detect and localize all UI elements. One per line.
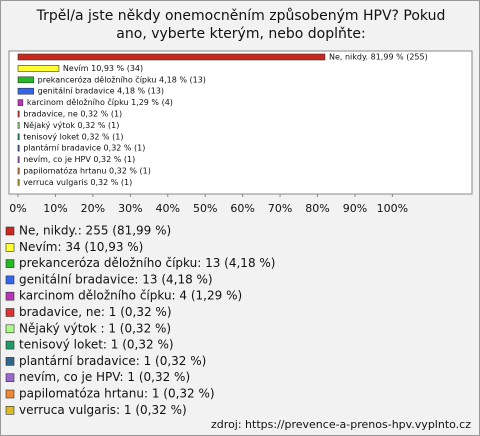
legend-swatch [5,308,15,317]
x-tick-label: 10% [43,202,67,215]
x-tick-label: 20% [81,202,105,215]
bar [17,144,20,152]
bar-label: papilomatóza hrtanu 0,32 % (1) [23,166,151,176]
legend-swatch [5,357,15,366]
legend-swatch [5,340,15,350]
bar-label: plantární bradavice 0,32 % (1) [23,144,145,153]
chart-title: Trpěl/a jste někdy onemocněním způsobený… [36,8,446,42]
legend-label: Ne, nikdy.: 255 (81,99 %) [19,224,171,238]
legend-swatch [5,275,15,285]
legend-label: prekanceróza děložního čípku: 13 (4,18 %… [19,256,275,270]
legend-swatch [5,373,15,383]
legend-label: nevím, co je HPV: 1 (0,32 %) [19,370,190,384]
bar [17,156,20,163]
bar [17,76,34,84]
x-tick-label: 80% [305,202,329,215]
x-tick-label: 40% [156,202,180,215]
bar [17,179,20,186]
bar-label: tenisový loket 0,32 % (1) [23,132,123,141]
bar [17,99,24,106]
legend-label: karcinom děložního čípku: 4 (1,29 %) [19,289,242,303]
x-tick-label: 70% [268,202,292,215]
legend-label: Nevím: 34 (10,93 %) [19,240,143,254]
source: zdroj: https://prevence-a-prenos-hpv.vyp… [211,418,471,431]
bar-label: genitální bradavice 4,18 % (13) [38,87,164,96]
bar-label: Nevím 10,93 % (34) [63,64,143,73]
legend-label: papilomatóza hrtanu: 1 (0,32 %) [19,387,215,401]
legend-label: tenisový loket: 1 (0,32 %) [19,338,174,352]
legend-label: Nějaký výtok : 1 (0,32 %) [19,321,171,335]
bar [17,87,34,95]
x-tick-label: 0% [9,202,26,215]
x-tick-label: 50% [193,202,217,215]
bar [17,133,20,141]
legend-swatch [5,405,15,415]
bar [17,65,60,72]
x-tick-label: 30% [118,202,142,215]
bar [17,167,20,175]
legend-swatch [5,243,15,252]
bar-label: verruca vulgaris 0,32 % (1) [23,178,132,187]
legend-swatch [5,389,15,399]
legend-swatch [5,259,15,268]
bar-label: karcinom děložního čípku 1,29 % (4) [27,97,173,107]
bar [17,110,20,118]
bar-label: nevím, co je HPV 0,32 % (1) [23,155,135,164]
bar-label: prekanceróza děložního čípku 4,18 % (13) [38,74,206,84]
x-tick-label: 60% [230,202,254,215]
legend-swatch [5,226,15,236]
bar [17,122,20,129]
legend-label: verruca vulgaris: 1 (0,32 %) [19,403,187,417]
legend-swatch [5,291,15,301]
x-tick-label: 90% [343,202,367,215]
legend-label: bradavice, ne: 1 (0,32 %) [19,305,172,319]
bar [17,53,326,61]
plot-area [8,50,473,195]
legend-label: genitální bradavice: 13 (4,18 %) [19,272,213,286]
legend-label: plantární bradavice: 1 (0,32 %) [19,354,206,368]
legend-swatch [5,324,15,334]
x-tick-label: 100% [377,202,408,215]
bar-label: bradavice, ne 0,32 % (1) [23,110,122,119]
bar-label: Ne, nikdy. 81,99 % (255) [329,53,428,62]
bar-label: Nějaký výtok 0,32 % (1) [23,121,119,130]
